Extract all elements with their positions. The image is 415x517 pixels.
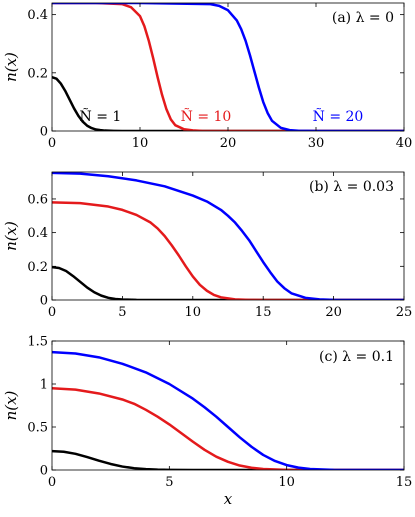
x-tick-label: 15	[255, 305, 272, 320]
series-line-N1	[52, 265, 404, 300]
curves	[52, 350, 404, 470]
y-tick-label: 0	[40, 464, 48, 479]
panel-label: (a) λ = 0	[332, 10, 394, 26]
y-tick-label: 0.4	[27, 226, 48, 241]
panel-label: (c) λ = 0.1	[319, 349, 394, 365]
series-annotation-N1: Ñ = 1	[80, 107, 122, 125]
x-tick-label: 30	[308, 136, 325, 151]
x-tick-label: 0	[48, 475, 56, 490]
x-tick-label: 25	[396, 305, 413, 320]
series-line-N10	[52, 387, 404, 470]
y-axis-label: n(x)	[2, 221, 20, 251]
x-tick-label: 5	[118, 305, 126, 320]
chart-panel-2: 0 5 10 15 20 25 0 0.2 0.4 0.6 n(x) (b) λ = 0.03	[2, 171, 413, 320]
x-tick-label: 5	[165, 475, 173, 490]
x-tick-label: 10	[278, 475, 295, 490]
plot-frame	[51, 171, 405, 301]
y-tick-label: 0.5	[27, 421, 48, 436]
x-tick-label: 0	[48, 136, 56, 151]
y-tick-label: 1.5	[27, 335, 48, 350]
y-tick-label: 0.4	[27, 8, 48, 23]
y-tick-label: 1	[40, 378, 48, 393]
y-axis-label: n(x)	[2, 52, 20, 82]
series-line-N20	[52, 350, 404, 470]
x-tick-label: 10	[132, 136, 149, 151]
series-line-N10	[52, 201, 404, 300]
chart-panel-3: 0 5 10 15 0 0.5 1 1.5 n(x) x (c) λ = 0.1	[2, 335, 412, 509]
x-axis-label: x	[224, 490, 233, 508]
series-line-N20	[52, 3, 404, 131]
y-tick-label: 0.2	[27, 260, 48, 275]
y-axis-label: n(x)	[2, 390, 20, 420]
x-tick-label: 40	[396, 136, 413, 151]
x-tick-label: 20	[325, 305, 342, 320]
x-tick-label: 0	[48, 305, 56, 320]
plot-frame	[51, 340, 405, 471]
y-tick-label: 0.6	[27, 192, 48, 207]
y-tick-label: 0	[40, 294, 48, 309]
series-line-N10	[52, 3, 404, 131]
y-tick-label: 0.2	[27, 66, 48, 81]
x-tick-label: 15	[396, 475, 413, 490]
x-tick-label: 20	[220, 136, 237, 151]
series-annotation-N20: Ñ = 20	[313, 107, 364, 125]
x-tick-label: 10	[185, 305, 202, 320]
series-annotation-N10: Ñ = 10	[181, 107, 232, 125]
chart-panel-1: 0 10 20 30 40 0 0.2 0.4 n(x) (a) λ = 0 Ñ = 1 Ñ = 10…	[2, 2, 413, 151]
series-line-N20	[52, 172, 404, 300]
panel-label: (b) λ = 0.03	[309, 179, 394, 195]
y-tick-label: 0	[40, 125, 48, 140]
